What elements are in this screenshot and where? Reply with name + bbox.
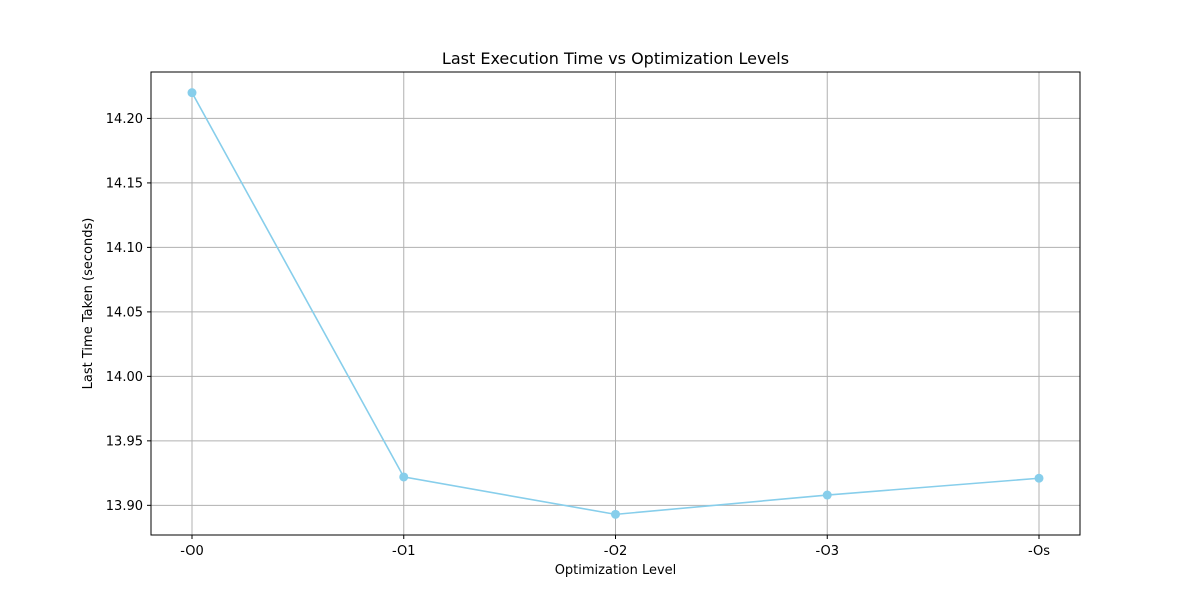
axes: -O0 -O1 -O2 -O3 -Os 13.90 13.95 14.00 14.05 14.10… xyxy=(106,112,1050,559)
data-point xyxy=(822,490,832,500)
chart-title: Last Execution Time vs Optimization Leve… xyxy=(442,49,789,68)
data-point xyxy=(399,472,409,482)
data-point xyxy=(611,509,620,519)
y-tick-label: 14.10 xyxy=(106,241,143,256)
x-tick-label: -O1 xyxy=(392,544,416,559)
x-tick-label: -O0 xyxy=(180,544,204,559)
y-tick-label: 13.95 xyxy=(106,434,143,449)
grid xyxy=(151,72,1080,535)
y-tick-label: 13.90 xyxy=(106,499,143,514)
x-axis-label: Optimization Level xyxy=(555,563,677,578)
x-tick-label: -O2 xyxy=(604,544,628,559)
x-tick-label: -O3 xyxy=(815,544,839,559)
y-axis-label: Last Time Taken (seconds) xyxy=(81,218,96,390)
y-tick-label: 14.15 xyxy=(106,176,143,191)
y-tick-label: 14.20 xyxy=(106,112,143,127)
data-point xyxy=(1034,473,1044,483)
x-tick-label: -Os xyxy=(1028,544,1050,559)
y-tick-label: 14.00 xyxy=(106,370,143,385)
data-point xyxy=(187,88,197,98)
series-layer xyxy=(187,88,1044,519)
y-tick-label: 14.05 xyxy=(106,305,143,320)
